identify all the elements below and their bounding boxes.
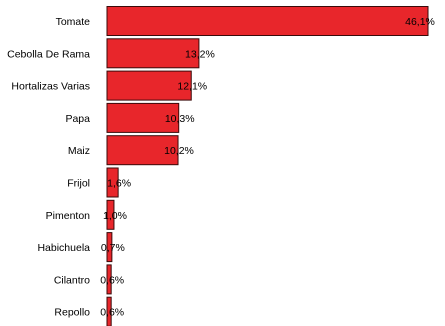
bar <box>106 264 112 295</box>
value-label: 12,1% <box>177 81 207 93</box>
value-label: 0,6% <box>100 274 124 286</box>
category-label: Maiz <box>68 145 90 157</box>
value-label: 13,2% <box>185 48 215 60</box>
category-label: Cilantro <box>54 274 90 286</box>
category-label: Repollo <box>54 307 90 319</box>
value-label: 1,6% <box>107 178 131 190</box>
bar <box>106 296 112 326</box>
category-label: Pimenton <box>46 210 91 222</box>
bar <box>106 199 115 230</box>
bar <box>106 70 192 101</box>
category-label: Cebolla De Rama <box>7 48 90 60</box>
category-label: Frijol <box>67 178 90 190</box>
value-label: 10,2% <box>164 145 194 157</box>
value-label: 10,3% <box>165 113 195 125</box>
value-label: 0,6% <box>100 307 124 319</box>
category-label: Hortalizas Varias <box>11 81 90 93</box>
bar <box>106 6 429 36</box>
bar <box>106 135 179 166</box>
bar <box>106 38 200 69</box>
category-label: Tomate <box>56 16 91 28</box>
bar <box>106 167 119 198</box>
value-label: 46,1% <box>405 16 435 28</box>
bar <box>106 102 180 133</box>
category-label: Habichuela <box>37 242 90 254</box>
bar <box>106 232 113 263</box>
value-label: 1,0% <box>103 210 127 222</box>
value-label: 0,7% <box>101 242 125 254</box>
category-label: Papa <box>65 113 90 125</box>
